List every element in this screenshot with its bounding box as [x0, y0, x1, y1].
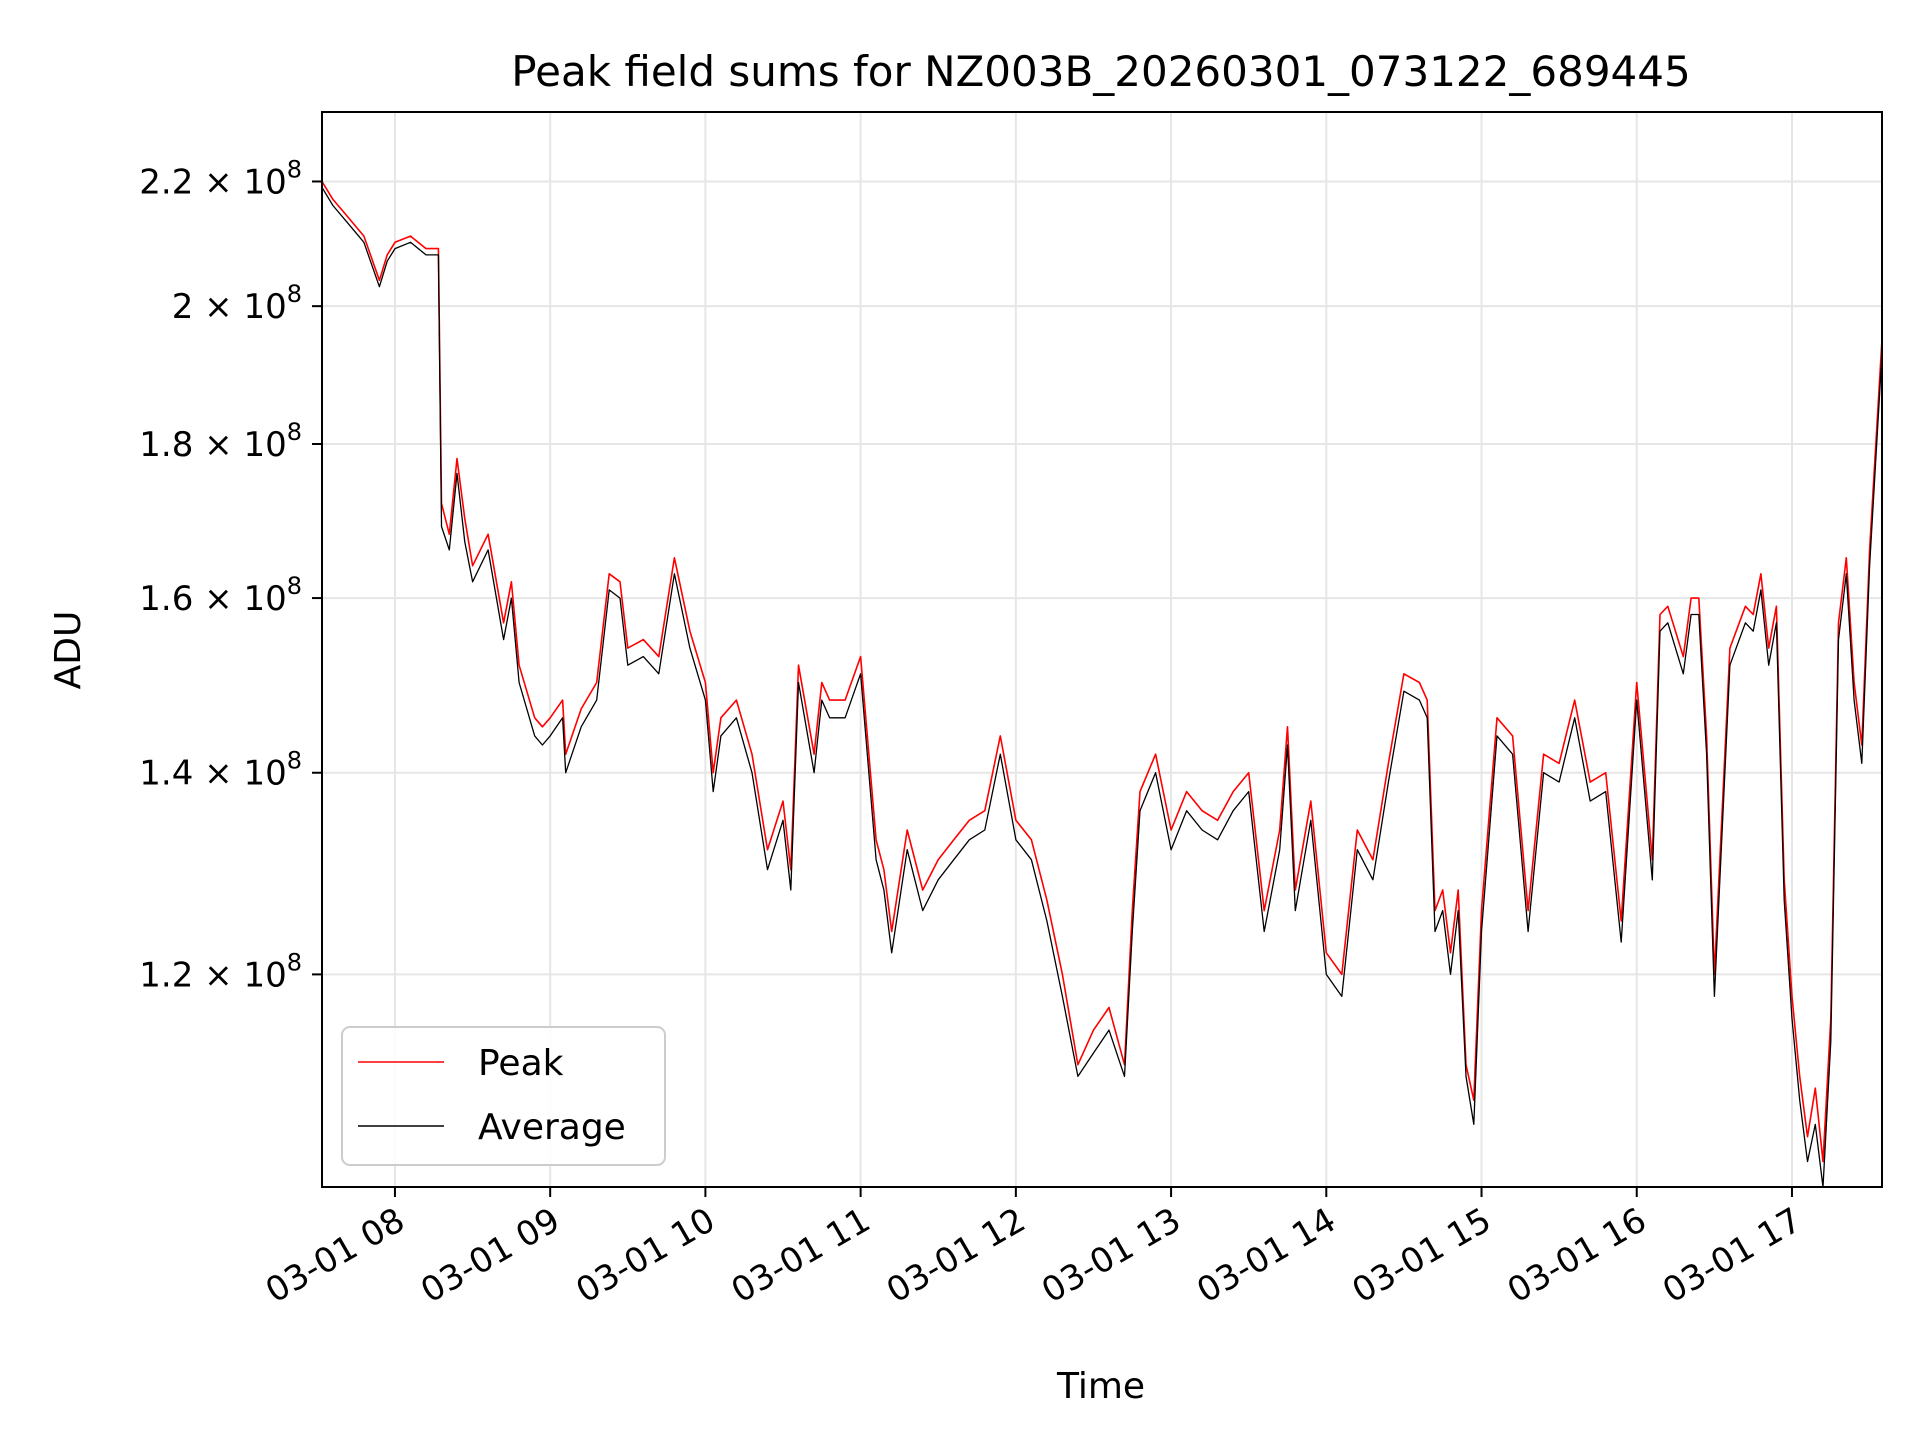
series-line-average: [322, 187, 1882, 1187]
plot-area: [322, 181, 1882, 1187]
chart-title: Peak field sums for NZ003B_20260301_0731…: [511, 47, 1690, 96]
y-tick-label: 1.2 × 108: [139, 948, 302, 995]
y-tick-mantissa: 1.2 × 10: [139, 955, 286, 995]
y-tick-mantissa: 1.6 × 10: [139, 579, 286, 619]
legend-label-peak: Peak: [478, 1043, 564, 1084]
y-tick-label: 1.4 × 108: [139, 747, 302, 794]
y-tick-exponent: 8: [287, 572, 302, 600]
plot-frame: [321, 111, 1883, 1188]
y-tick-exponent: 8: [287, 747, 302, 775]
y-tick-label: 1.8 × 108: [139, 418, 302, 465]
series-lines: [322, 181, 1882, 1187]
gridlines: [322, 112, 1882, 1187]
y-tick-label: 2 × 108: [172, 280, 302, 327]
y-tick-label: 1.6 × 108: [139, 572, 302, 619]
y-tick-mantissa: 1.4 × 10: [139, 754, 286, 794]
y-tick-exponent: 8: [287, 418, 302, 446]
y-tick-exponent: 8: [287, 155, 302, 183]
y-tick-exponent: 8: [287, 280, 302, 308]
series-line-peak: [322, 181, 1882, 1163]
x-axis-label: Time: [1056, 1366, 1145, 1407]
legend-label-average: Average: [478, 1107, 626, 1148]
y-tick-mantissa: 2.2 × 10: [139, 162, 286, 202]
y-tick-mantissa: 2 × 10: [172, 287, 287, 327]
y-tick-label: 2.2 × 108: [139, 155, 302, 202]
y-tick-mantissa: 1.8 × 10: [139, 425, 286, 465]
y-axis-label: ADU: [48, 611, 89, 690]
legend: Peak Average: [341, 1026, 666, 1166]
y-tick-exponent: 8: [287, 948, 302, 976]
